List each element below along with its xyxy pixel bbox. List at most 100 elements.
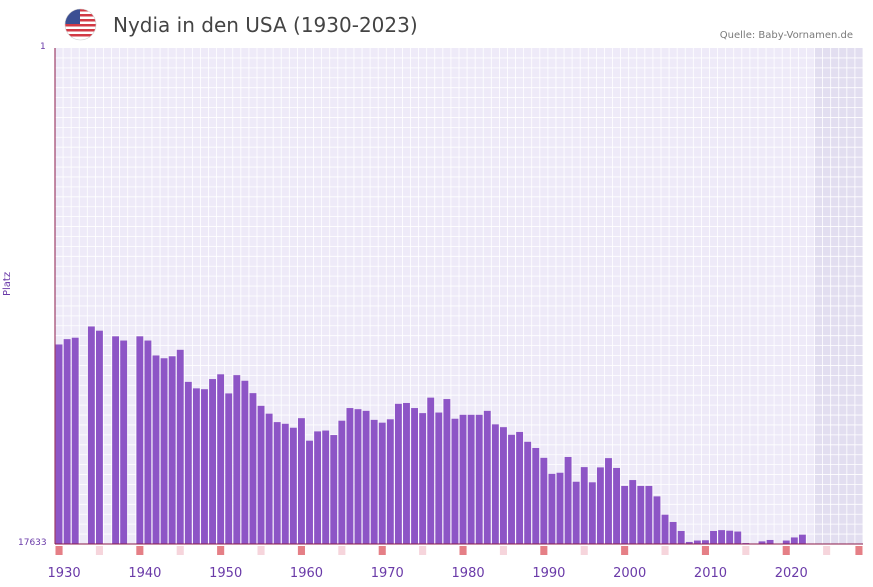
bar-1991[interactable] xyxy=(556,472,564,544)
bar-2001[interactable] xyxy=(637,485,645,544)
bar-1942[interactable] xyxy=(160,358,168,544)
midyear-marker xyxy=(338,546,346,555)
bar-1940[interactable] xyxy=(144,340,152,544)
bar-1948[interactable] xyxy=(209,379,216,544)
x-tick-2010: 2010 xyxy=(694,566,727,581)
bar-1999[interactable] xyxy=(621,485,629,544)
bar-1970[interactable] xyxy=(386,419,394,544)
bar-1957[interactable] xyxy=(281,423,289,544)
bar-1994[interactable] xyxy=(580,467,588,544)
x-tick-1940: 1940 xyxy=(128,566,161,581)
bar-1968[interactable] xyxy=(370,419,378,544)
bar-1965[interactable] xyxy=(346,408,354,544)
bar-1933[interactable] xyxy=(87,326,95,544)
bar-1934[interactable] xyxy=(96,330,103,544)
bar-1962[interactable] xyxy=(322,430,330,544)
bar-1930[interactable] xyxy=(63,339,71,544)
x-tick-2020: 2020 xyxy=(775,566,808,581)
bar-1987[interactable] xyxy=(524,441,532,544)
bar-1951[interactable] xyxy=(233,375,241,544)
bar-1967[interactable] xyxy=(362,410,370,544)
midyear-marker xyxy=(499,546,507,555)
bar-2017[interactable] xyxy=(766,539,774,544)
bar-1936[interactable] xyxy=(112,336,120,544)
bar-1996[interactable] xyxy=(596,467,604,544)
bar-1977[interactable] xyxy=(443,399,451,544)
bar-1973[interactable] xyxy=(411,408,418,544)
bar-1956[interactable] xyxy=(273,422,281,544)
x-tick-1990: 1990 xyxy=(532,566,565,581)
bar-1963[interactable] xyxy=(330,435,338,544)
bar-2008[interactable] xyxy=(693,540,701,544)
bar-2009[interactable] xyxy=(702,540,709,544)
bar-1954[interactable] xyxy=(257,405,265,544)
bar-1929[interactable] xyxy=(55,344,63,544)
bar-1958[interactable] xyxy=(289,427,297,544)
bar-1976[interactable] xyxy=(435,412,443,544)
bar-1946[interactable] xyxy=(192,388,200,544)
bar-1974[interactable] xyxy=(419,413,427,544)
bar-1937[interactable] xyxy=(120,340,128,544)
bar-1998[interactable] xyxy=(613,467,620,544)
decade-marker xyxy=(621,546,629,555)
bar-1964[interactable] xyxy=(338,420,346,544)
bar-1983[interactable] xyxy=(491,424,499,544)
bar-2016[interactable] xyxy=(758,541,766,544)
bar-2006[interactable] xyxy=(677,530,685,544)
bar-series xyxy=(55,326,806,544)
bar-1941[interactable] xyxy=(152,355,160,544)
bar-1960[interactable] xyxy=(306,440,313,544)
bar-1992[interactable] xyxy=(564,456,572,544)
bar-2021[interactable] xyxy=(798,534,806,544)
bar-1985[interactable] xyxy=(508,434,515,544)
bar-1975[interactable] xyxy=(427,397,435,544)
bar-1988[interactable] xyxy=(532,447,540,544)
midyear-marker xyxy=(419,546,427,555)
bar-1981[interactable] xyxy=(475,414,483,544)
bar-2000[interactable] xyxy=(629,480,637,544)
bar-1995[interactable] xyxy=(588,482,596,544)
bar-2004[interactable] xyxy=(661,514,669,544)
bar-1939[interactable] xyxy=(136,336,144,544)
bar-1931[interactable] xyxy=(71,337,79,544)
y-tick-bottom: 17633 xyxy=(18,538,47,548)
bar-1971[interactable] xyxy=(394,403,402,544)
bar-2007[interactable] xyxy=(685,541,693,544)
bar-1952[interactable] xyxy=(241,380,249,544)
bar-1984[interactable] xyxy=(500,427,507,544)
bar-1947[interactable] xyxy=(201,389,208,544)
bar-2002[interactable] xyxy=(645,485,653,544)
bar-1944[interactable] xyxy=(176,349,184,544)
bar-1978[interactable] xyxy=(451,418,459,544)
bar-1997[interactable] xyxy=(605,458,612,544)
bar-1986[interactable] xyxy=(516,431,524,544)
x-tick-1950: 1950 xyxy=(209,566,242,581)
bar-1950[interactable] xyxy=(225,393,233,544)
bar-1953[interactable] xyxy=(249,393,257,544)
midyear-marker xyxy=(742,546,750,555)
bar-2013[interactable] xyxy=(734,531,742,544)
bar-2019[interactable] xyxy=(782,540,790,544)
bar-2010[interactable] xyxy=(710,530,717,544)
bar-2005[interactable] xyxy=(669,521,677,544)
bar-1993[interactable] xyxy=(572,481,580,544)
bar-1980[interactable] xyxy=(467,414,475,544)
bar-1989[interactable] xyxy=(540,457,548,544)
bar-1969[interactable] xyxy=(378,422,386,544)
bar-1945[interactable] xyxy=(184,381,192,544)
bar-2003[interactable] xyxy=(653,496,661,544)
bar-2011[interactable] xyxy=(718,530,726,544)
bar-2020[interactable] xyxy=(790,537,798,544)
bar-1966[interactable] xyxy=(354,409,362,544)
bar-1959[interactable] xyxy=(298,418,305,544)
bar-1955[interactable] xyxy=(265,413,273,544)
bar-1979[interactable] xyxy=(459,414,467,544)
bar-1943[interactable] xyxy=(168,356,176,544)
bar-2012[interactable] xyxy=(726,530,734,544)
bar-1990[interactable] xyxy=(548,473,556,544)
bar-1949[interactable] xyxy=(217,374,225,544)
bar-1961[interactable] xyxy=(314,431,322,544)
bar-1982[interactable] xyxy=(483,410,491,544)
bar-1972[interactable] xyxy=(403,402,410,544)
decade-marker xyxy=(782,546,790,555)
